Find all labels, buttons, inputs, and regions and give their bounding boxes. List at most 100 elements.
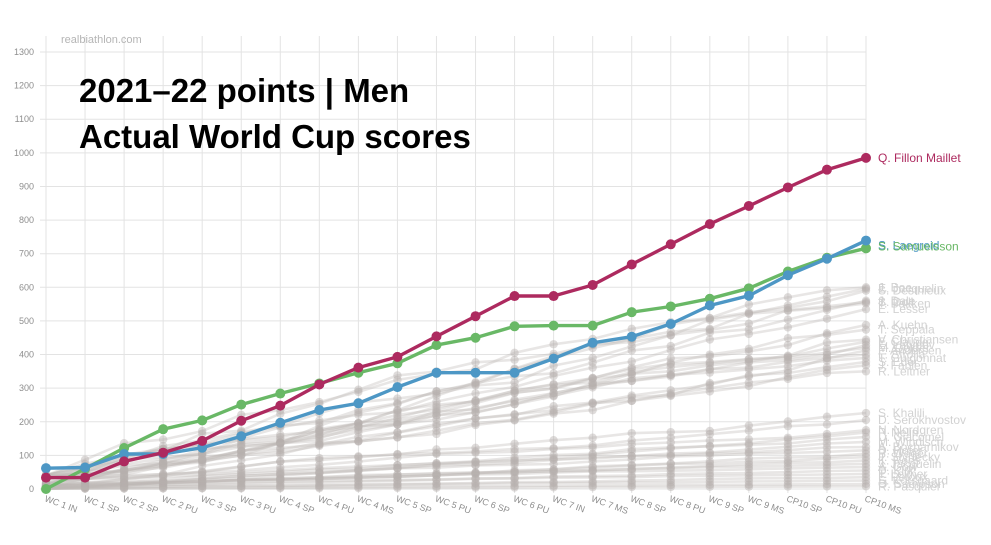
series-point (236, 399, 247, 410)
series-point (392, 351, 403, 362)
background-series-point (705, 361, 715, 370)
background-series-point (627, 472, 636, 482)
background-series-point (432, 408, 441, 417)
background-series-point (354, 482, 363, 492)
background-series-point (861, 466, 871, 475)
background-series-point (471, 414, 480, 423)
background-series-point (861, 284, 871, 293)
background-series-point (393, 453, 402, 462)
background-series-label: F. Claude (878, 335, 929, 349)
background-series-point (276, 430, 285, 439)
x-tick-label: WC 5 PU (434, 493, 473, 515)
y-tick-label: 1200 (14, 81, 34, 91)
background-series-label: R. Pasquier (878, 479, 941, 493)
background-series-point (627, 376, 636, 386)
background-series-point (237, 440, 246, 449)
background-series-point (197, 455, 207, 464)
series-line (45, 246, 867, 491)
background-series-point (822, 303, 832, 313)
background-series-point (627, 367, 636, 377)
background-series-point (471, 457, 480, 467)
background-series-point (510, 455, 519, 465)
background-series-point (432, 426, 441, 435)
x-tick-label: WC 4 PU (317, 493, 356, 515)
background-series-point (315, 436, 324, 446)
background-series-point (432, 459, 441, 468)
background-series-point (822, 330, 832, 340)
background-series-point (627, 393, 636, 402)
background-series-point (549, 444, 558, 454)
background-series-line (45, 299, 867, 478)
background-series-point (861, 340, 871, 350)
x-tick-label: WC 1 IN (43, 493, 78, 514)
background-series-point (432, 469, 441, 479)
background-series-label: J. Boe (878, 280, 912, 294)
series-point (314, 405, 325, 416)
background-series-point (783, 458, 793, 467)
background-series-point (705, 328, 715, 337)
chart-title: 2021–22 points | Men (79, 72, 410, 109)
background-series-point (588, 450, 597, 459)
background-series-point (588, 457, 597, 466)
background-series-point (237, 484, 246, 493)
background-series-point (237, 478, 246, 487)
background-series-point (354, 418, 363, 428)
background-series-point (822, 447, 832, 457)
background-series-line (45, 475, 867, 491)
background-series-point (393, 399, 402, 409)
series-point (861, 243, 871, 254)
background-series-point (197, 477, 207, 487)
background-series-point (666, 362, 675, 372)
background-series-point (276, 445, 285, 455)
background-series-point (432, 475, 441, 485)
background-series-point (510, 399, 519, 409)
background-series-point (237, 446, 246, 455)
x-tick-label: WC 6 PU (512, 493, 551, 515)
background-series-line (45, 349, 867, 490)
background-series-point (197, 481, 207, 491)
background-series-point (315, 474, 324, 483)
background-series-point (549, 391, 558, 400)
background-series-point (393, 420, 402, 429)
background-series-point (744, 355, 754, 364)
background-series-point (666, 466, 675, 475)
background-series-point (393, 433, 402, 442)
background-series-point (471, 396, 480, 406)
background-series-point (158, 458, 168, 468)
background-series-point (822, 412, 832, 421)
background-series-point (744, 471, 754, 480)
background-series-line (45, 431, 867, 490)
background-series-point (237, 483, 246, 492)
background-series-point (354, 387, 363, 397)
background-series-point (549, 472, 558, 481)
background-series-point (627, 370, 636, 379)
background-series-point (510, 410, 519, 419)
background-series-point (315, 434, 324, 443)
series-point (743, 290, 754, 301)
background-series-point (783, 470, 793, 480)
background-series-point (393, 472, 402, 481)
background-series-point (354, 437, 363, 446)
background-series-point (861, 473, 871, 482)
background-series-point (861, 446, 871, 455)
background-series-point (393, 472, 402, 481)
background-series-point (510, 355, 519, 365)
background-series-point (119, 480, 129, 490)
background-series-point (666, 331, 675, 340)
background-series-point (432, 411, 441, 420)
background-series-point (354, 480, 363, 490)
background-series-point (158, 458, 168, 468)
background-series-label: J. Stvrtecky (878, 450, 940, 464)
background-series-point (158, 482, 168, 491)
background-series-point (705, 465, 715, 475)
background-series-point (705, 426, 715, 436)
y-tick-label: 800 (19, 215, 34, 225)
background-series-point (276, 457, 285, 466)
background-series-point (471, 483, 480, 492)
background-series-point (588, 441, 597, 450)
series-point (861, 152, 871, 163)
background-series-point (432, 448, 441, 458)
background-series-point (315, 418, 324, 428)
background-series-point (354, 385, 363, 394)
background-series-point (471, 405, 480, 414)
